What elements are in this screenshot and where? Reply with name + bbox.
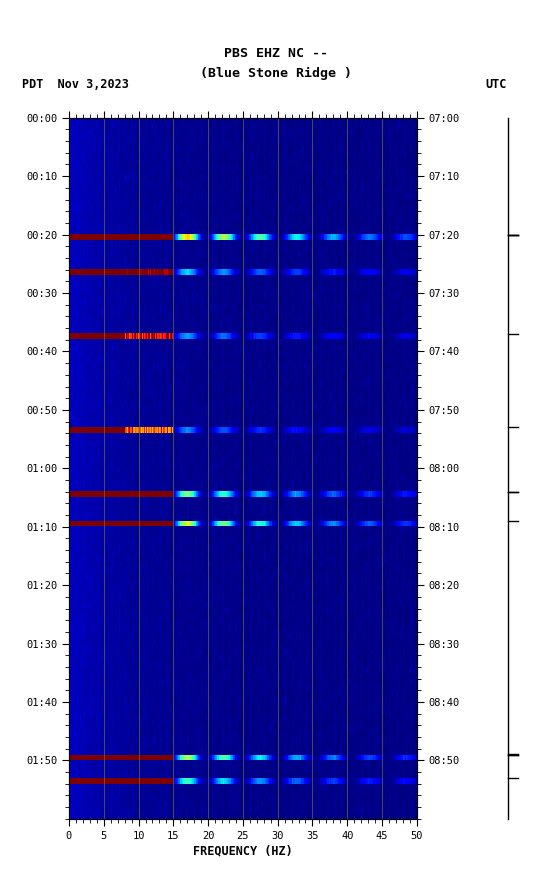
Text: PDT  Nov 3,2023: PDT Nov 3,2023 bbox=[22, 78, 129, 91]
Text: USGS: USGS bbox=[24, 18, 66, 31]
Text: PBS EHZ NC --: PBS EHZ NC -- bbox=[224, 47, 328, 60]
Text: (Blue Stone Ridge ): (Blue Stone Ridge ) bbox=[200, 67, 352, 79]
Polygon shape bbox=[7, 8, 23, 43]
X-axis label: FREQUENCY (HZ): FREQUENCY (HZ) bbox=[193, 845, 293, 858]
Text: UTC: UTC bbox=[486, 78, 507, 91]
